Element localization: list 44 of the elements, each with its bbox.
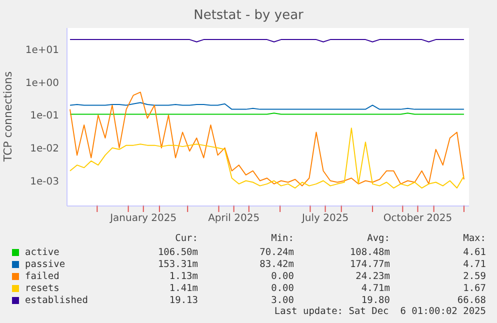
text: 4.71m <box>360 282 390 294</box>
legend-label: established <box>25 294 88 306</box>
text: 1.13m <box>168 270 198 282</box>
text: 1.67 <box>462 282 486 294</box>
y-tick-label: 1e-01 <box>30 110 59 122</box>
text: 2.59 <box>462 270 486 282</box>
text: 108.48m <box>348 246 390 258</box>
text: 4.71 <box>462 258 486 270</box>
text: 24.23m <box>354 270 390 282</box>
y-tick-label: 1e+01 <box>25 44 59 56</box>
line-series <box>70 102 464 110</box>
text: 106.50m <box>156 246 198 258</box>
text: Min: <box>270 233 294 246</box>
text: 153.31m <box>156 258 198 270</box>
text: 66.68 <box>456 294 486 306</box>
text: 19.13 <box>168 294 198 306</box>
text: 3.00 <box>270 294 294 306</box>
line-series <box>70 92 464 186</box>
text: Last update: Sat Dec 6 01:00:02 2025 <box>273 306 486 317</box>
legend-label: passive <box>25 258 66 270</box>
x-tick-label: January 2025 <box>109 213 177 224</box>
x-tick-label: October 2025 <box>383 213 452 224</box>
text: Max: <box>462 233 486 246</box>
y-tick-label: 1e-03 <box>30 176 59 188</box>
text: 1.41m <box>168 282 198 294</box>
y-tick-label: 1e+00 <box>25 78 59 89</box>
line-series <box>70 128 464 189</box>
y-axis-title: TCP connections <box>2 70 15 162</box>
chart-title: Netstat - by year <box>192 8 304 23</box>
text: 4.61 <box>462 246 486 258</box>
text: 19.80 <box>360 294 390 306</box>
x-tick-label: July 2025 <box>300 213 349 224</box>
text: 70.24m <box>258 246 294 258</box>
text: Avg: <box>366 233 390 246</box>
x-tick-label: April 2025 <box>208 213 260 224</box>
y-tick-label: 1e-02 <box>30 143 59 154</box>
text: 0.00 <box>270 282 294 294</box>
legend-label: failed <box>25 270 60 282</box>
text: 174.77m <box>348 258 390 270</box>
text: Cur: <box>174 233 198 246</box>
text: 0.00 <box>270 270 294 282</box>
legend-label: resets <box>25 282 60 294</box>
text: 83.42m <box>258 258 294 270</box>
legend-label: active <box>25 246 60 258</box>
